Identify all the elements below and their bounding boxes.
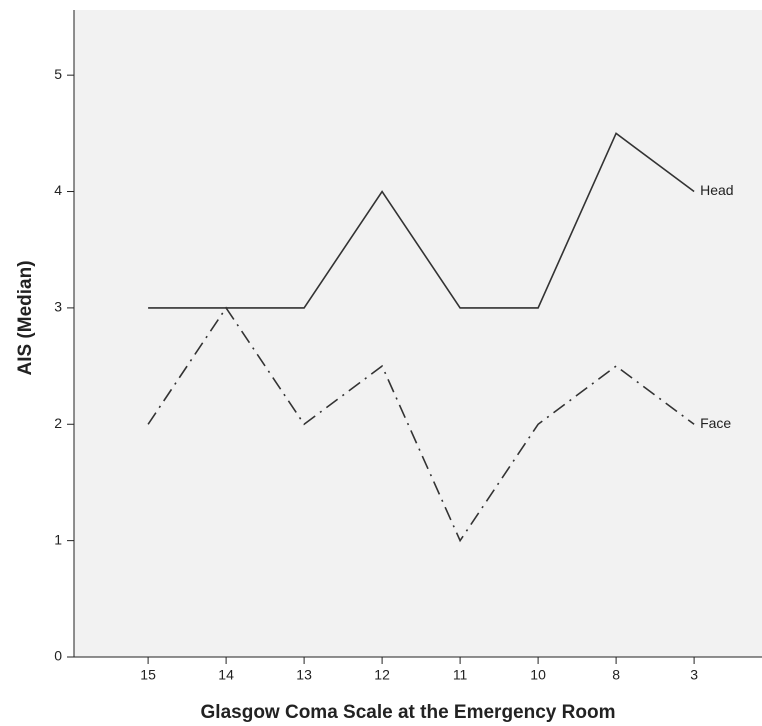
- y-tick-label: 5: [54, 66, 62, 82]
- x-tick-label: 3: [690, 667, 698, 683]
- x-axis-title: Glasgow Coma Scale at the Emergency Room: [201, 702, 616, 723]
- y-tick-label: 4: [54, 182, 62, 198]
- plot-area: [74, 10, 762, 657]
- x-tick-label: 12: [374, 667, 390, 683]
- x-tick-label: 10: [530, 667, 546, 683]
- series-line: [148, 132, 695, 309]
- series-label: Head: [700, 182, 733, 198]
- y-tick-label: 3: [54, 299, 62, 315]
- y-tick-label: 0: [54, 648, 62, 664]
- x-tick-label: 8: [612, 667, 620, 683]
- y-tick-label: 2: [54, 415, 62, 431]
- series-label: Face: [700, 415, 731, 431]
- x-tick-label: 11: [453, 667, 468, 683]
- series-line: [147, 306, 695, 543]
- x-tick-label: 15: [140, 667, 156, 683]
- y-tick-label: 1: [54, 531, 62, 547]
- y-axis-title: AIS (Median): [15, 260, 36, 375]
- x-tick-label: 13: [296, 667, 312, 683]
- x-tick-label: 14: [218, 667, 234, 683]
